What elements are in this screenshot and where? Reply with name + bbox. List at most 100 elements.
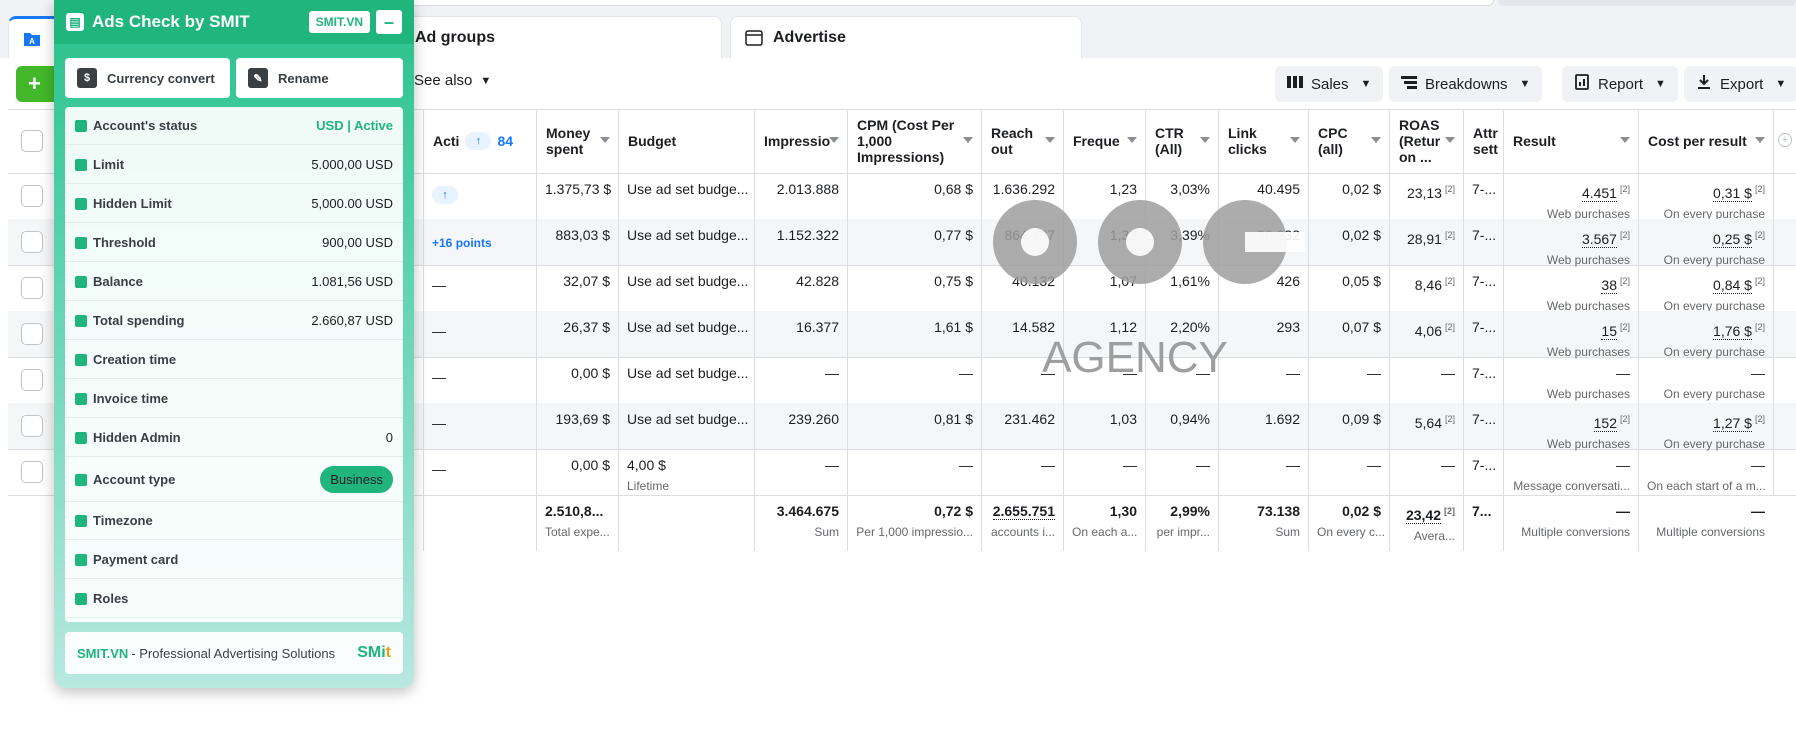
row-roas-value[interactable]: —	[1441, 365, 1455, 381]
row-roas-value[interactable]: 28,91	[1406, 230, 1442, 247]
column-header-link-clicks[interactable]: Link clicks	[1219, 109, 1308, 173]
row-checkbox[interactable]	[21, 277, 43, 299]
info-label: Invoice time	[93, 391, 169, 406]
sort-icon[interactable]	[1620, 137, 1630, 143]
add-column-icon[interactable]: +	[1778, 133, 1792, 147]
sales-columns-button[interactable]: Sales ▼	[1275, 66, 1384, 102]
row-checkbox[interactable]	[21, 415, 43, 437]
sort-icon[interactable]	[1445, 137, 1455, 143]
totals-cpm-subtext: Per 1,000 impressio...	[856, 525, 973, 539]
row-roas-value[interactable]: 5,64	[1414, 414, 1442, 431]
row-checkbox[interactable]	[21, 185, 43, 207]
column-divider[interactable]	[1308, 109, 1309, 551]
column-divider[interactable]	[754, 109, 755, 551]
tab-ad-groups[interactable]: Ad groups	[400, 16, 722, 58]
select-all-checkbox[interactable]	[21, 130, 43, 152]
sort-icon[interactable]	[1755, 137, 1765, 143]
row-roas-value[interactable]: 23,13	[1406, 184, 1442, 201]
row-cpr-value[interactable]: —	[1751, 365, 1765, 381]
row-result-value[interactable]: 15	[1601, 322, 1617, 340]
column-divider[interactable]	[536, 109, 537, 551]
column-header-ctr[interactable]: CTR (All)	[1146, 109, 1218, 173]
row-cpm-cell: 0,75 $	[848, 273, 981, 289]
calculator-icon: ▤	[66, 13, 84, 31]
row-cpr-value[interactable]: 1,76 $	[1713, 322, 1752, 340]
row-clicks-cell: 1.692	[1219, 411, 1308, 427]
column-header-roas[interactable]: ROAS (Retur on ...	[1390, 109, 1463, 173]
column-divider[interactable]	[1638, 109, 1639, 551]
totals-clicks-cell: 73.138 Sum	[1219, 503, 1308, 540]
column-divider[interactable]	[1389, 109, 1390, 551]
row-result-value[interactable]: —	[1616, 457, 1630, 473]
row-freq-value: 1,03	[1109, 411, 1137, 427]
column-divider[interactable]	[1145, 109, 1146, 551]
column-divider[interactable]	[1463, 109, 1464, 551]
row-cpr-value[interactable]: 0,84 $	[1713, 276, 1752, 294]
info-row-icon	[75, 431, 87, 444]
column-divider[interactable]	[618, 109, 619, 551]
column-header-result[interactable]: Result	[1504, 109, 1638, 173]
account-info-row: Account type Business	[65, 458, 403, 502]
column-header-attribution[interactable]: Attr sett	[1464, 109, 1503, 173]
row-money-value: 0,00 $	[571, 457, 610, 473]
column-header-cost-per-result[interactable]: Cost per result	[1639, 109, 1773, 173]
row-result-value[interactable]: —	[1616, 365, 1630, 381]
report-button[interactable]: Report ▼	[1562, 66, 1678, 102]
sort-icon[interactable]	[1290, 137, 1300, 143]
export-button[interactable]: Export ▼	[1684, 66, 1796, 102]
column-header-budget[interactable]: Budget	[619, 109, 754, 173]
row-cpr-value[interactable]: 1,27 $	[1713, 414, 1752, 432]
see-also-dropdown[interactable]: See also ▼	[414, 72, 491, 89]
tab-advertise[interactable]: Advertise	[730, 16, 1082, 58]
row-checkbox[interactable]	[21, 323, 43, 345]
row-attr-cell: 7-...	[1464, 319, 1503, 335]
sort-icon[interactable]	[1127, 137, 1137, 143]
row-roas-value[interactable]: —	[1441, 457, 1455, 473]
sort-icon[interactable]	[1045, 137, 1055, 143]
row-roas-value[interactable]: 4,06	[1414, 322, 1442, 339]
row-cpr-value[interactable]: —	[1751, 457, 1765, 473]
sort-icon[interactable]	[1200, 137, 1210, 143]
top-scrollbar[interactable]	[400, 0, 1494, 6]
column-header-money-spent[interactable]: Money spent	[537, 109, 618, 173]
breakdowns-button[interactable]: Breakdowns ▼	[1389, 66, 1543, 102]
row-checkbox[interactable]	[21, 369, 43, 391]
column-divider[interactable]	[1218, 109, 1219, 551]
columns-icon	[1287, 75, 1303, 93]
row-attr-cell: 7-...	[1464, 273, 1503, 289]
row-roas-value[interactable]: 8,46	[1414, 276, 1442, 293]
column-header-impressions[interactable]: Impressio	[755, 109, 847, 173]
sort-icon[interactable]	[600, 137, 610, 143]
sort-icon[interactable]	[963, 137, 973, 143]
column-divider[interactable]	[1063, 109, 1064, 551]
column-divider[interactable]	[847, 109, 848, 551]
row-checkbox[interactable]	[21, 461, 43, 483]
currency-convert-button[interactable]: $ Currency convert	[65, 58, 230, 98]
row-result-value[interactable]: 152	[1593, 414, 1617, 432]
row-checkbox[interactable]	[21, 231, 43, 253]
footer-brand[interactable]: SMIT.VN	[77, 645, 129, 661]
smit-badge[interactable]: SMIT.VN	[308, 11, 370, 33]
top-scrollbar-right[interactable]	[1498, 0, 1796, 6]
column-header-cpc[interactable]: CPC (all)	[1309, 109, 1389, 173]
column-divider[interactable]	[1773, 109, 1774, 495]
minimize-button[interactable]: –	[376, 10, 402, 34]
sort-icon[interactable]	[1371, 137, 1381, 143]
row-cpr-value[interactable]: 0,25 $	[1713, 230, 1752, 248]
row-result-value[interactable]: 4.451	[1581, 184, 1617, 202]
sort-icon[interactable]	[829, 137, 839, 143]
row-cpr-value[interactable]: 0,31 $	[1713, 184, 1752, 202]
row-impr-value: 16.377	[796, 319, 839, 335]
rename-button[interactable]: ✎ Rename	[236, 58, 403, 98]
row-divider	[8, 357, 1796, 358]
row-result-value[interactable]: 3.567	[1581, 230, 1617, 248]
row-cpr-cell: 1,76 $ [2] On every purchase	[1639, 319, 1773, 360]
column-header-frequency[interactable]: Freque	[1064, 109, 1145, 173]
info-row-icon	[75, 392, 87, 405]
column-divider[interactable]	[981, 109, 982, 551]
column-header-cpm[interactable]: CPM (Cost Per 1,000 Impressions)	[848, 109, 981, 173]
column-header-acti[interactable]: Acti ↑ 84	[424, 109, 536, 173]
column-divider[interactable]	[1503, 109, 1504, 551]
column-header-reach[interactable]: Reach out	[982, 109, 1063, 173]
row-result-value[interactable]: 38	[1601, 276, 1617, 294]
